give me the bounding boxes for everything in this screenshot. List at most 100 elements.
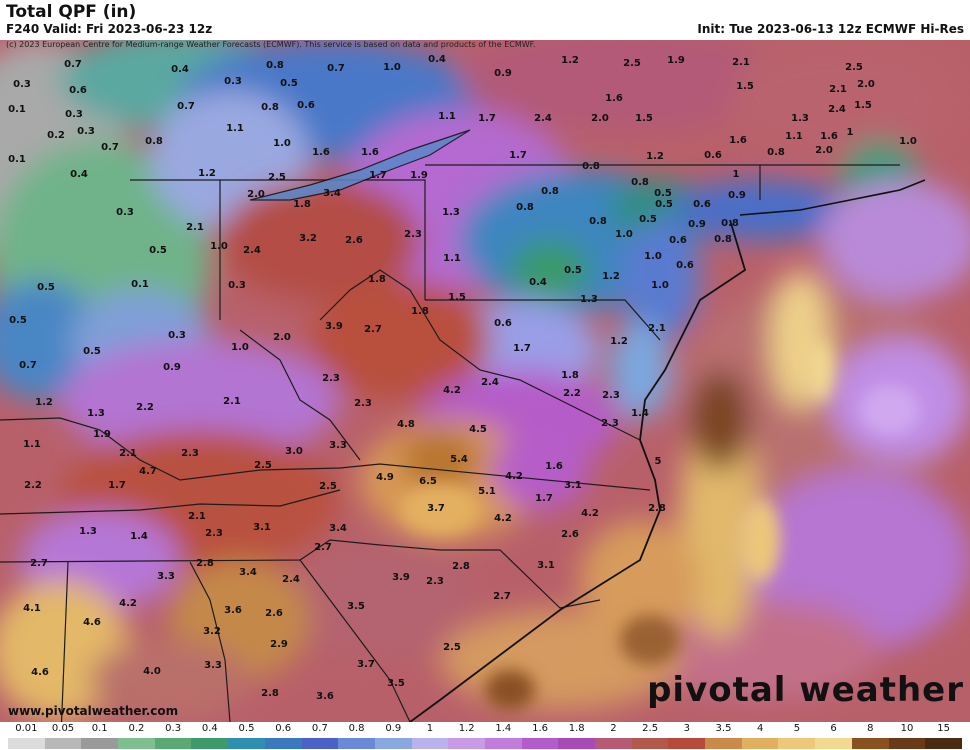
qpf-value-label: 2.5 bbox=[623, 58, 641, 69]
qpf-value-label: 0.7 bbox=[101, 142, 119, 153]
qpf-value-label: 1.0 bbox=[651, 280, 669, 291]
legend-swatch bbox=[631, 738, 669, 749]
legend-swatch bbox=[374, 738, 412, 749]
legend-swatch bbox=[448, 738, 485, 749]
qpf-value-label: 1.7 bbox=[478, 113, 496, 124]
legend-swatch bbox=[851, 738, 889, 749]
qpf-value-label: 1.6 bbox=[312, 147, 330, 158]
qpf-value-label: 0.5 bbox=[564, 265, 582, 276]
qpf-value-label: 0.3 bbox=[116, 207, 134, 218]
legend-swatch bbox=[338, 738, 375, 749]
qpf-value-label: 0.6 bbox=[669, 235, 687, 246]
qpf-value-label: 4.2 bbox=[443, 385, 461, 396]
qpf-value-label: 0.6 bbox=[676, 260, 694, 271]
qpf-value-label: 0.6 bbox=[704, 150, 722, 161]
qpf-value-label: 4.2 bbox=[581, 508, 599, 519]
qpf-value-label: 1.5 bbox=[736, 81, 754, 92]
qpf-value-label: 2.9 bbox=[270, 639, 288, 650]
qpf-value-label: 0.9 bbox=[688, 219, 706, 230]
ky-wv-border bbox=[239, 329, 361, 461]
qpf-value-label: 2.5 bbox=[268, 172, 286, 183]
legend-label: 0.01 bbox=[15, 723, 38, 734]
legend-label: 6 bbox=[830, 723, 837, 734]
qpf-value-label: 1.1 bbox=[443, 253, 461, 264]
qpf-value-label: 2.1 bbox=[188, 511, 206, 522]
qpf-value-label: 0.7 bbox=[19, 360, 37, 371]
legend-label: 1.8 bbox=[568, 723, 585, 734]
qpf-value-label: 2.4 bbox=[243, 245, 261, 256]
map-title: Total QPF (in) bbox=[6, 2, 137, 22]
qpf-value-label: 0.7 bbox=[327, 63, 345, 74]
qpf-value-label: 1.2 bbox=[646, 151, 664, 162]
qpf-value-label: 2.4 bbox=[828, 104, 846, 115]
qpf-value-label: 0.8 bbox=[541, 186, 559, 197]
qpf-value-label: 1.5 bbox=[854, 100, 872, 111]
qpf-value-label: 4.1 bbox=[23, 603, 41, 614]
legend-swatch bbox=[228, 738, 265, 749]
legend-swatch bbox=[484, 738, 522, 749]
coastline bbox=[409, 219, 747, 722]
qpf-value-label: 0.7 bbox=[177, 101, 195, 112]
qpf-value-label: 1.3 bbox=[79, 526, 97, 537]
qpf-value-label: 0.4 bbox=[171, 64, 189, 75]
qpf-value-label: 1.0 bbox=[210, 241, 228, 252]
legend-swatch bbox=[778, 738, 816, 749]
qpf-value-label: 4.9 bbox=[376, 472, 394, 483]
legend-label: 1.4 bbox=[495, 723, 512, 734]
qpf-value-label: 0.5 bbox=[654, 188, 672, 199]
website-url[interactable]: www.pivotalweather.com bbox=[8, 704, 179, 718]
value-labels: 0.7 0.4 0.8 0.7 1.00.40.91.2 2.5 1.9 2.1 2.50.30… bbox=[8, 54, 917, 702]
qpf-value-label: 0.3 bbox=[13, 79, 31, 90]
qpf-value-label: 1.8 bbox=[561, 370, 579, 381]
tn-ky-border bbox=[0, 489, 341, 515]
qpf-value-label: 3.1 bbox=[253, 522, 271, 533]
qpf-value-label: 2.7 bbox=[30, 558, 48, 569]
qpf-value-label: 1.2 bbox=[602, 271, 620, 282]
qpf-value-label: 1.4 bbox=[631, 408, 649, 419]
qpf-value-label: 1.4 bbox=[130, 531, 148, 542]
init-time: Init: Tue 2023-06-13 12z ECMWF Hi-Res bbox=[697, 22, 964, 36]
qpf-value-label: 3.3 bbox=[157, 571, 175, 582]
qpf-value-label: 0.8 bbox=[145, 136, 163, 147]
qpf-value-label: 0.8 bbox=[261, 102, 279, 113]
qpf-value-label: 4.2 bbox=[119, 598, 137, 609]
oh-pa-border bbox=[220, 179, 426, 300]
qpf-value-label: 0.5 bbox=[9, 315, 27, 326]
legend-label: 8 bbox=[867, 723, 874, 734]
qpf-value-label: 1.1 bbox=[226, 123, 244, 134]
legend-label: 15 bbox=[937, 723, 951, 734]
qpf-value-label: 1.7 bbox=[513, 343, 531, 354]
qpf-value-label: 3.7 bbox=[357, 659, 375, 670]
qpf-value-label: 1.3 bbox=[580, 294, 598, 305]
qpf-value-label: 3.5 bbox=[347, 601, 365, 612]
qpf-value-label: 1.2 bbox=[561, 55, 579, 66]
qpf-value-label: 3.1 bbox=[537, 560, 555, 571]
qpf-value-label: 2.0 bbox=[247, 189, 265, 200]
legend-label: 4 bbox=[757, 723, 764, 734]
qpf-value-label: 2.3 bbox=[601, 418, 619, 429]
qpf-value-label: 2.8 bbox=[261, 688, 279, 699]
qpf-value-label: 2.7 bbox=[493, 591, 511, 602]
qpf-value-label: 1.1 bbox=[23, 439, 41, 450]
qpf-value-label: 5.4 bbox=[450, 454, 468, 465]
precip-field bbox=[0, 40, 970, 720]
ga-sc-border bbox=[299, 559, 411, 722]
pa-md-border bbox=[425, 299, 661, 341]
qpf-value-label: 1.7 bbox=[509, 150, 527, 161]
legend-swatch bbox=[154, 738, 192, 749]
qpf-value-label: 1.3 bbox=[87, 408, 105, 419]
qpf-value-label: 3.4 bbox=[329, 523, 347, 534]
legend-swatch bbox=[411, 738, 449, 749]
qpf-value-label: 0.5 bbox=[655, 199, 673, 210]
qpf-value-label: 1.3 bbox=[442, 207, 460, 218]
qpf-value-label: 2.5 bbox=[319, 481, 337, 492]
qpf-value-label: 2.6 bbox=[345, 235, 363, 246]
qpf-value-label: 0.8 bbox=[714, 234, 732, 245]
qpf-value-label: 0.3 bbox=[65, 109, 83, 120]
qpf-value-label: 2.8 bbox=[196, 558, 214, 569]
qpf-value-label: 3.9 bbox=[392, 572, 410, 583]
nc-sc-ga-border bbox=[0, 539, 601, 609]
qpf-value-label: 5 bbox=[655, 456, 662, 467]
qpf-value-label: 2.7 bbox=[314, 542, 332, 553]
